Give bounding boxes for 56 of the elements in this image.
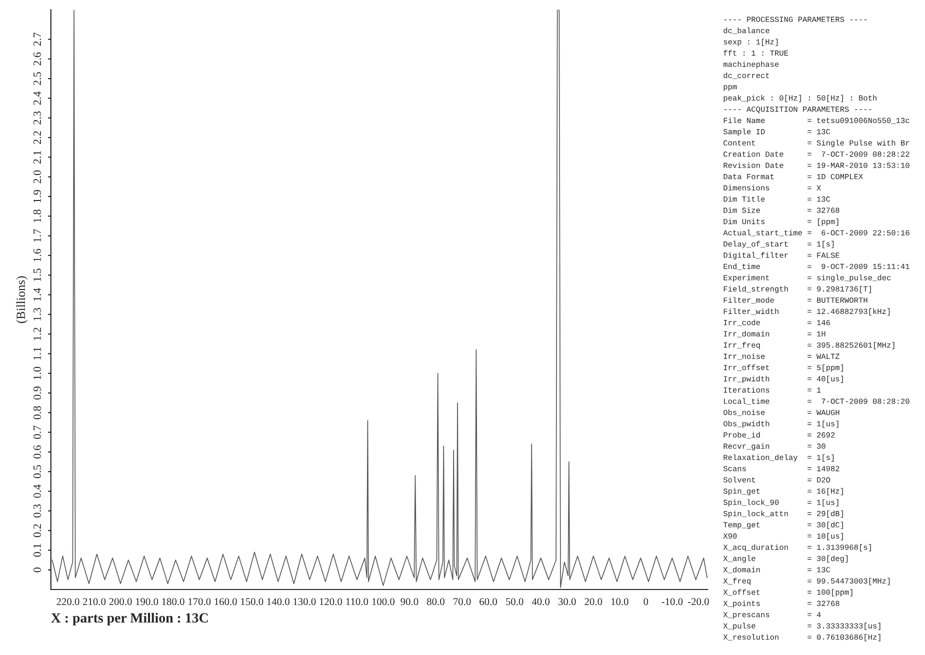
y-tick-label: 1.7 (34, 229, 42, 242)
y-tick-label: 0.1 (33, 544, 42, 557)
x-axis-title: X : parts per Million : 13C (51, 612, 208, 626)
y-axis-title: (Billions) (16, 276, 28, 324)
y-tick-label: 0.4 (33, 484, 42, 498)
y-tick-label: 1.3 (34, 308, 42, 320)
x-tick-label: 40.0 (532, 598, 550, 606)
x-tick-label: 200.0 (109, 598, 132, 606)
y-tick-label: 1.2 (34, 328, 42, 340)
y-tick-label: 1.0 (33, 366, 42, 380)
y-tick-label: 1.6 (34, 248, 42, 262)
x-tick-label: 120.0 (320, 598, 342, 606)
y-tick-label: 2.6 (34, 52, 42, 66)
x-tick-label: -20.0 (688, 598, 709, 606)
y-tick-label: 0.8 (33, 406, 42, 420)
x-tick-label: -10.0 (662, 598, 683, 606)
y-tick-label: 0.7 (33, 426, 42, 439)
y-tick-label: 2.0 (33, 170, 42, 184)
x-tick-label: 210.0 (82, 598, 106, 606)
x-tick-label: 0 (644, 598, 648, 606)
y-tick-label: 2.7 (34, 32, 42, 46)
y-tick-label: 2.2 (34, 131, 42, 144)
line-series (52, 10, 708, 588)
x-tick-label: 20.0 (584, 598, 602, 606)
y-tick-label: 0.9 (33, 386, 42, 400)
x-tick-label: 190.0 (136, 598, 158, 606)
x-tick-label: 130.0 (294, 598, 316, 606)
x-tick-label: 170.0 (188, 598, 211, 606)
y-tick-label: 1.8 (33, 210, 42, 222)
x-tick-label: 90.0 (400, 598, 418, 606)
y-tick-label: 0.5 (33, 465, 42, 478)
x-tick-label: 180.0 (162, 598, 184, 606)
x-tick-label: 50.0 (506, 598, 524, 606)
y-tick-label: 2.4 (34, 91, 42, 105)
y-tick-label: 0.3 (33, 504, 42, 518)
x-tick-label: 160.0 (214, 598, 237, 606)
x-tick-label: 110.0 (346, 598, 368, 606)
y-tick-label: 2.1 (34, 150, 42, 164)
x-tick-label: 10.0 (611, 598, 628, 606)
y-tick-label: 0.2 (33, 524, 42, 538)
x-tick-label: 70.0 (454, 598, 471, 606)
y-tick-label: 0 (33, 567, 41, 572)
x-tick-label: 80.0 (427, 598, 444, 606)
x-tick-label: 140.0 (267, 598, 290, 606)
y-tick-label: 1.9 (34, 190, 42, 202)
y-tick-label: 0.6 (33, 445, 42, 458)
y-tick-label: 1.1 (34, 347, 42, 360)
x-tick-label: 60.0 (480, 598, 497, 606)
x-tick-label: 30.0 (558, 598, 576, 606)
y-tick-label: 1.4 (34, 288, 42, 301)
y-tick-label: 1.5 (34, 268, 42, 282)
x-tick-label: 220.0 (56, 598, 80, 606)
x-tick-label: 100.0 (372, 598, 395, 606)
x-tick-label: 150.0 (241, 598, 264, 606)
y-tick-label: 2.5 (34, 72, 42, 86)
y-tick-label: 2.3 (34, 111, 42, 124)
